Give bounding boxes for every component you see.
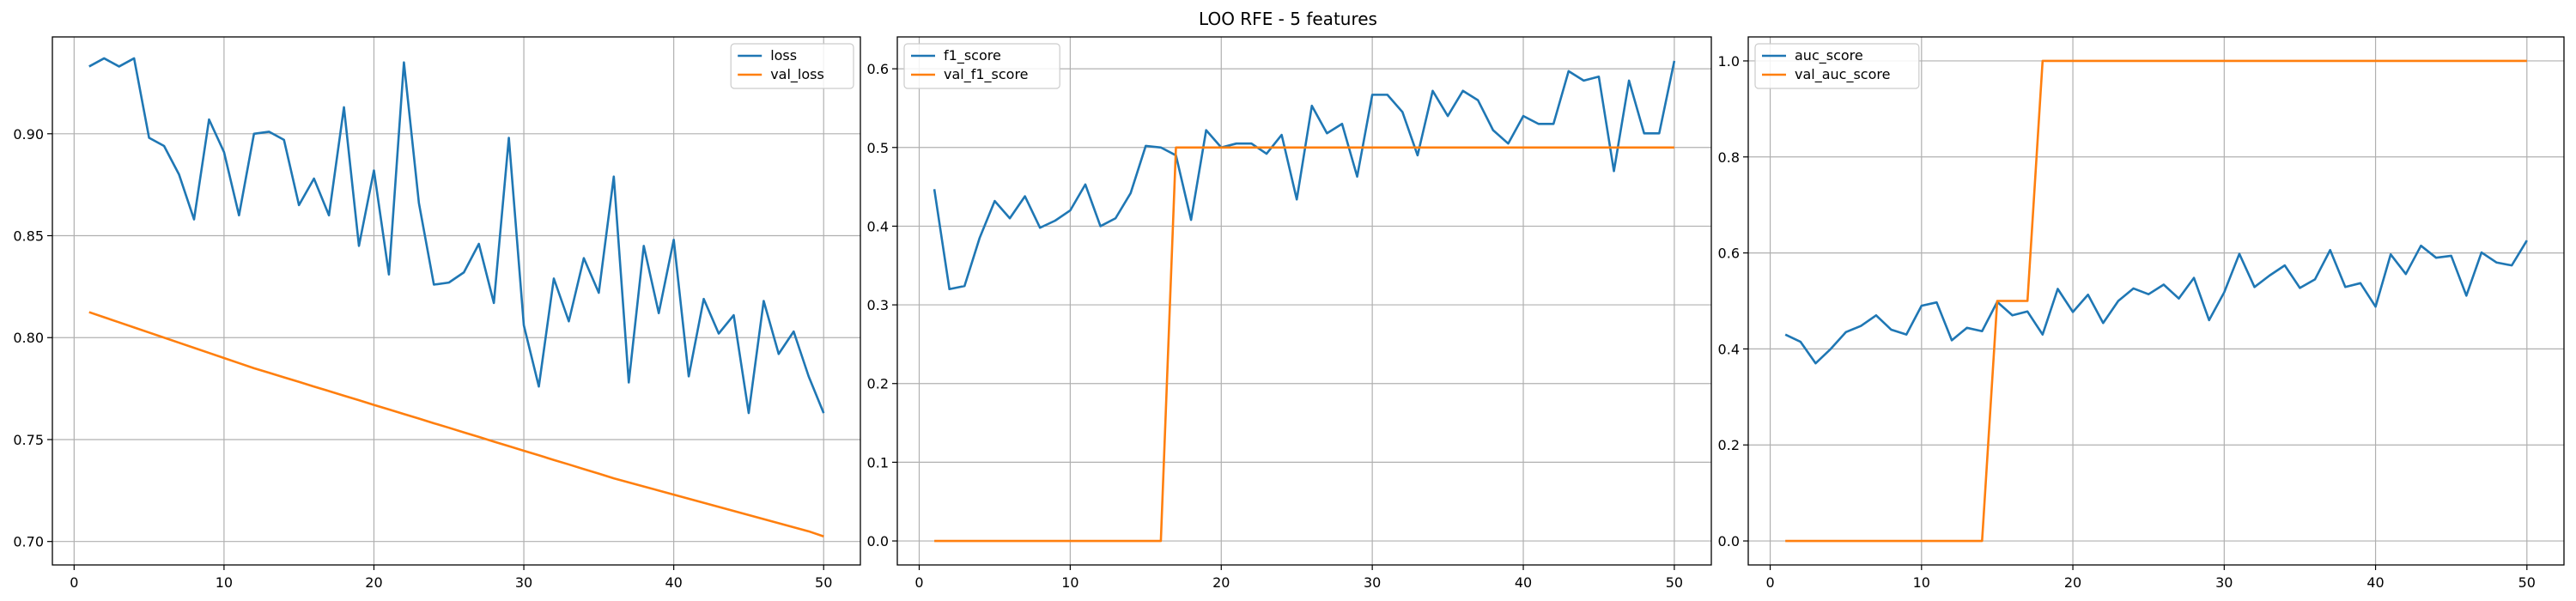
chart-panel-3: 0 10 20 30 40 50 0.0 0.2 0.4 0.6 0.8 1.0 auc_scoreva… <box>1718 36 2565 591</box>
x-tick-label: 30 <box>2215 574 2233 591</box>
legend-label: auc_score <box>1795 47 1863 64</box>
legend-label: f1_score <box>944 47 1001 64</box>
legend-label: val_loss <box>770 66 824 83</box>
y-tick-label: 0.2 <box>867 376 889 392</box>
x-tick-label: 30 <box>1364 574 1381 591</box>
series-line-val-auc-score <box>1785 59 2527 543</box>
legend-box <box>903 43 1060 89</box>
axes-frame <box>52 36 861 566</box>
x-tick-label: 30 <box>515 574 532 591</box>
x-tick-label: 10 <box>1913 574 1930 591</box>
y-tick-label: 0.3 <box>867 297 889 313</box>
y-tick-label: 0.8 <box>1718 149 1740 166</box>
x-tick-label: 0 <box>1765 574 1774 591</box>
chart-panel-1: 0 10 20 30 40 50 0.70 0.75 0.80 0.85 0.90 loss val_l… <box>13 36 861 591</box>
y-tick-label: 0.2 <box>1718 437 1740 453</box>
x-tick-label: 40 <box>665 574 682 591</box>
x-tick-label: 40 <box>1515 574 1532 591</box>
y-tick-label: 0.4 <box>1718 341 1740 357</box>
y-tick-label: 0.6 <box>867 61 889 77</box>
x-tick-label: 50 <box>1666 574 1683 591</box>
x-tick-label: 20 <box>2064 574 2081 591</box>
y-tick-label: 0.90 <box>13 126 44 143</box>
legend-box <box>1754 43 1920 89</box>
legend-label: val_auc_score <box>1795 66 1890 83</box>
series-line-f1-score <box>933 60 1676 291</box>
x-tick-label: 50 <box>815 574 832 591</box>
axes-frame <box>1747 36 2565 566</box>
x-tick-label: 40 <box>2366 574 2384 591</box>
y-tick-label: 0.6 <box>1718 246 1740 262</box>
series-line-val-loss <box>88 311 824 537</box>
y-tick-label: 0.0 <box>1718 533 1740 549</box>
x-tick-label: 10 <box>216 574 233 591</box>
x-tick-label: 10 <box>1061 574 1078 591</box>
figure-title: LOO RFE - 5 features <box>1199 9 1377 29</box>
legend-label: val_f1_score <box>944 66 1029 83</box>
x-tick-label: 0 <box>914 574 923 591</box>
series-line-loss <box>88 57 825 415</box>
legend: auc_score val_auc_score <box>1754 43 1920 89</box>
y-tick-label: 0.75 <box>13 432 44 448</box>
y-tick-label: 0.0 <box>867 533 889 549</box>
axes-frame <box>896 36 1712 566</box>
legend: f1_score val_f1_score <box>903 43 1060 89</box>
legend: loss val_loss <box>730 43 854 89</box>
y-tick-label: 0.85 <box>13 228 44 245</box>
y-tick-label: 0.4 <box>867 218 889 234</box>
y-tick-label: 0.80 <box>13 330 44 346</box>
x-tick-label: 0 <box>70 574 78 591</box>
chart-panel-2: 0 10 20 30 40 50 0.0 0.1 0.2 0.3 0.4 0.5 0.6 f1_score… <box>867 36 1712 591</box>
series-line-auc-score <box>1784 240 2528 365</box>
x-tick-label: 50 <box>2518 574 2536 591</box>
x-tick-label: 20 <box>365 574 382 591</box>
y-tick-label: 0.1 <box>867 454 889 470</box>
legend-label: loss <box>770 47 797 64</box>
y-tick-label: 0.70 <box>13 534 44 550</box>
series-line-val-f1-score <box>934 146 1674 543</box>
x-tick-label: 20 <box>1212 574 1230 591</box>
y-tick-label: 1.0 <box>1718 53 1740 70</box>
y-tick-label: 0.5 <box>867 140 889 156</box>
